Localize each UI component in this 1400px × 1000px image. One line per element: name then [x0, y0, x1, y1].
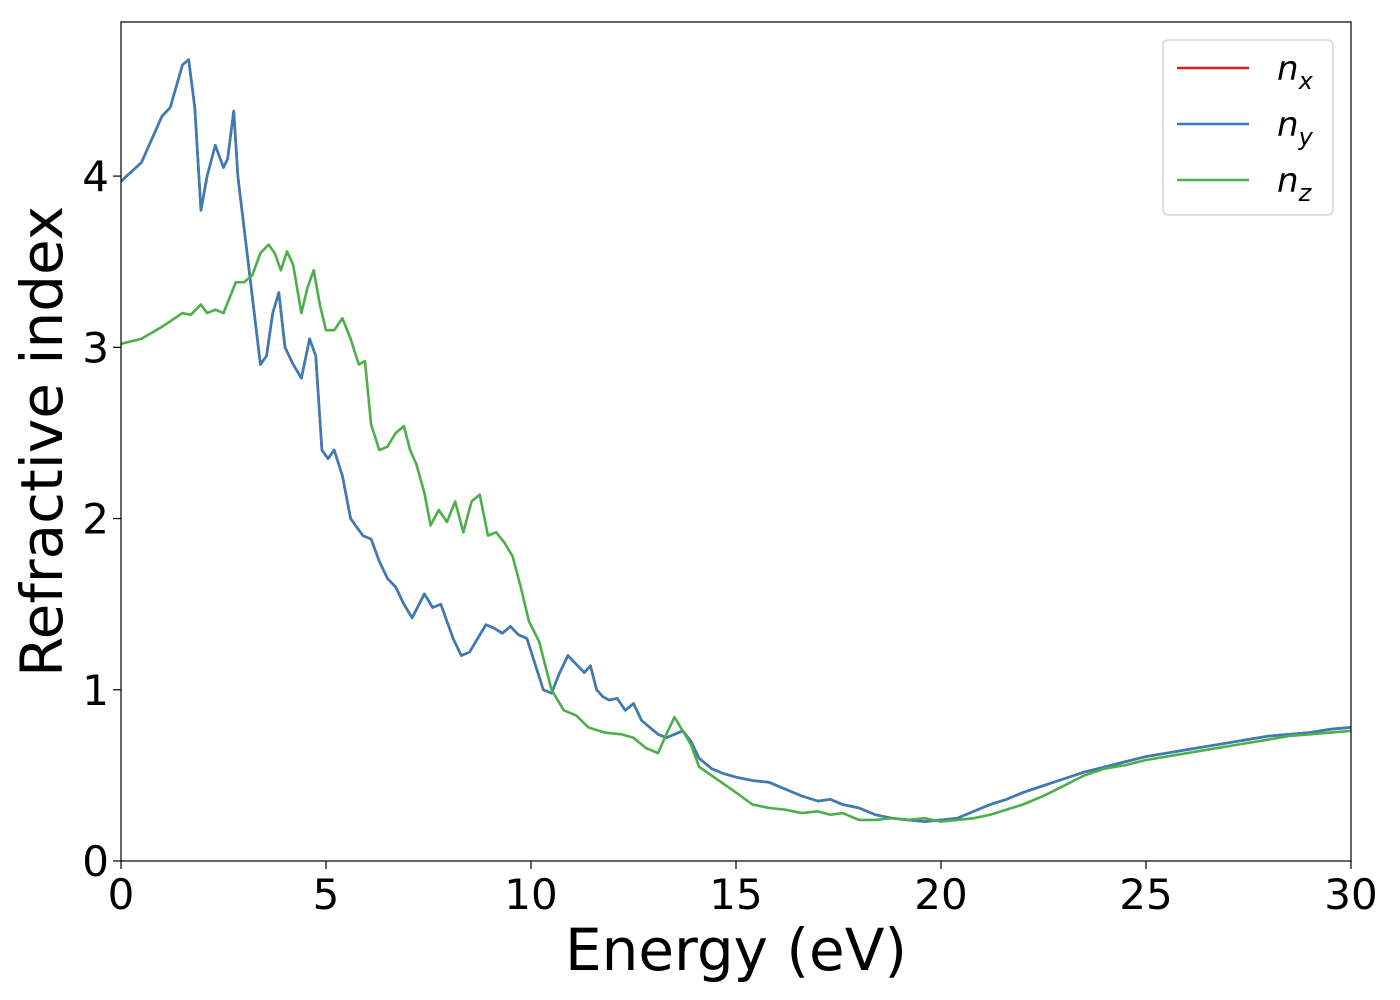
x-tick-label: 20 — [914, 870, 967, 919]
x-tick-label: 10 — [504, 870, 557, 919]
legend-label-subscript: z — [1298, 179, 1313, 207]
x-tick-label: 30 — [1324, 870, 1377, 919]
x-axis-title: Energy (eV) — [565, 916, 907, 984]
legend-box — [1162, 39, 1334, 216]
series-line-n-z — [121, 243, 1351, 823]
legend-label-n-z: nz — [1277, 161, 1313, 207]
legend-label-n-x: nx — [1277, 49, 1314, 95]
ticks-layer: 0 5 10 15 20 25 30 0 1 2 3 4 — [82, 152, 1377, 919]
y-tick-label: 0 — [82, 837, 109, 886]
x-tick-label: 5 — [313, 870, 340, 919]
y-tick-label: 1 — [82, 666, 109, 715]
series-line-n-y — [121, 58, 1351, 823]
legend-label-n-y: ny — [1277, 105, 1314, 151]
y-axis-title: Refractive index — [8, 206, 76, 677]
x-tick-label: 25 — [1119, 870, 1172, 919]
y-tick-label: 4 — [82, 152, 109, 201]
y-tick-label: 2 — [82, 495, 109, 544]
series-layer — [121, 58, 1351, 823]
legend-label-base: n — [1277, 161, 1299, 201]
legend-label-base: n — [1277, 105, 1299, 145]
x-tick-label: 15 — [709, 870, 762, 919]
x-tick-label: 0 — [108, 870, 135, 919]
legend-label-subscript: x — [1298, 67, 1314, 95]
legend-label-subscript: y — [1298, 123, 1314, 151]
legend-label-base: n — [1277, 49, 1299, 89]
y-tick-label: 3 — [82, 323, 109, 372]
